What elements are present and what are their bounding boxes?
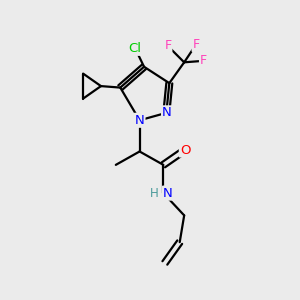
Text: N: N	[162, 106, 172, 119]
Text: N: N	[163, 187, 173, 200]
Text: F: F	[164, 40, 171, 52]
Text: O: O	[180, 143, 190, 157]
Text: N: N	[135, 114, 145, 127]
Text: F: F	[193, 38, 200, 51]
Text: H: H	[149, 187, 158, 200]
Text: F: F	[200, 54, 207, 67]
Text: Cl: Cl	[129, 42, 142, 55]
